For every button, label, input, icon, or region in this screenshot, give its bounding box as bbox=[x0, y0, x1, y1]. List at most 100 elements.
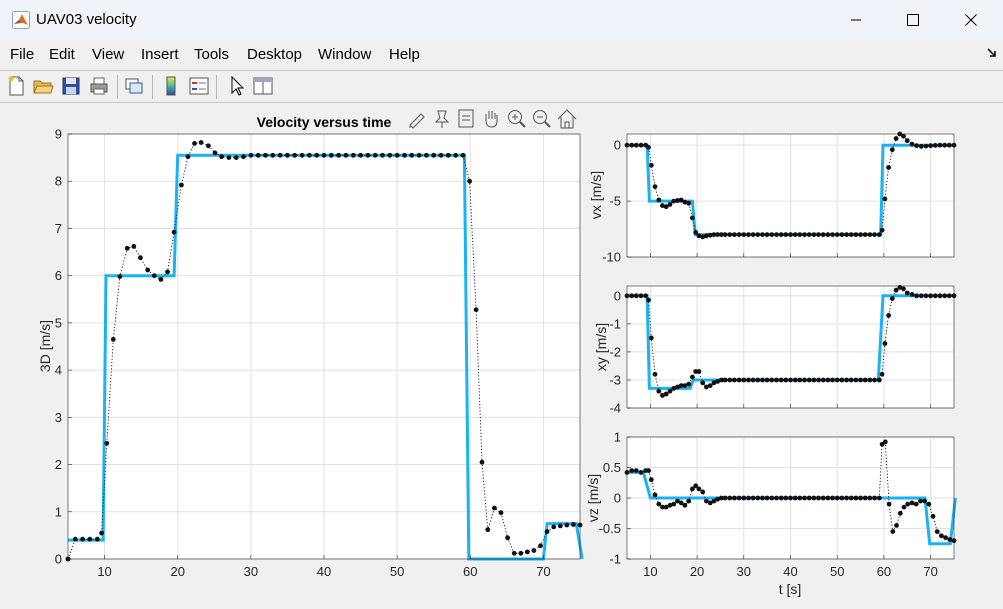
link-plot-icon[interactable] bbox=[123, 75, 145, 97]
menu-tools[interactable]: Tools bbox=[194, 46, 230, 63]
measured-point bbox=[844, 377, 849, 383]
brush-icon[interactable] bbox=[409, 113, 425, 129]
measured-point bbox=[544, 529, 550, 534]
measured-point bbox=[825, 495, 831, 501]
measured-point bbox=[648, 477, 654, 483]
measured-point bbox=[380, 152, 385, 158]
measured-point bbox=[638, 293, 644, 299]
y-tick-label: 1 bbox=[55, 504, 62, 519]
xy-axes[interactable]: 0 -1 -2 -3 -4 xy [m/s] bbox=[593, 285, 957, 416]
measured-point bbox=[638, 470, 644, 475]
measured-point bbox=[788, 495, 793, 501]
legend-icon[interactable] bbox=[188, 75, 210, 97]
measured-point bbox=[802, 232, 807, 238]
menu-view[interactable]: View bbox=[92, 46, 125, 63]
measured-point bbox=[820, 232, 826, 238]
measured-point bbox=[538, 543, 543, 549]
measured-point bbox=[760, 495, 765, 501]
dock-arrow-icon[interactable] bbox=[987, 48, 997, 58]
zoom-in-icon[interactable] bbox=[508, 110, 526, 128]
figure-canvas[interactable]: 10 20 30 40 50 60 70 0 1 2 3 4 5 6 7 8 9 Velocity versus… bbox=[0, 103, 1003, 604]
menu-insert[interactable]: Insert bbox=[141, 46, 179, 63]
menu-desktop[interactable]: Desktop bbox=[247, 46, 303, 63]
measured-point bbox=[867, 377, 873, 383]
measured-point bbox=[722, 377, 728, 383]
pointer-icon[interactable] bbox=[226, 75, 248, 97]
xy-axis-label: xy [m/s] bbox=[593, 323, 609, 371]
measured-point bbox=[652, 492, 658, 498]
measured-point bbox=[524, 549, 530, 555]
measured-point bbox=[764, 377, 770, 383]
measured-point bbox=[704, 384, 709, 390]
main-axes[interactable]: 10 20 30 40 50 60 70 0 1 2 3 4 5 6 7 8 9 Velocity versus… bbox=[37, 114, 584, 579]
measured-point bbox=[901, 504, 907, 510]
measured-point bbox=[727, 377, 733, 383]
y-tick-label: -5 bbox=[609, 194, 621, 209]
vx-axes[interactable]: 0 -5 -10 vx [m/s] bbox=[588, 131, 957, 265]
measured-point bbox=[853, 495, 859, 501]
new-figure-icon[interactable] bbox=[5, 75, 27, 97]
open-file-icon[interactable] bbox=[32, 75, 54, 97]
restore-view-icon[interactable] bbox=[458, 109, 474, 128]
measured-point bbox=[372, 152, 378, 158]
measured-point bbox=[858, 232, 863, 238]
reference-velocity-line bbox=[627, 294, 954, 390]
measured-point bbox=[802, 377, 807, 383]
close-button[interactable] bbox=[942, 0, 1000, 40]
y-tick-label: 0 bbox=[55, 552, 62, 567]
x-tick-label: 30 bbox=[244, 564, 258, 579]
measured-point bbox=[932, 143, 938, 148]
property-inspector-icon[interactable] bbox=[252, 75, 274, 97]
measured-point bbox=[206, 143, 211, 149]
menu-file[interactable]: File bbox=[10, 46, 35, 63]
menu-edit[interactable]: Edit bbox=[49, 46, 75, 63]
measured-point bbox=[686, 498, 692, 504]
measured-point bbox=[732, 377, 737, 383]
measured-point bbox=[696, 369, 702, 374]
x-tick-label: 10 bbox=[97, 564, 111, 579]
save-icon[interactable] bbox=[60, 75, 82, 97]
print-icon[interactable] bbox=[88, 75, 110, 97]
measured-point bbox=[722, 495, 728, 501]
measured-point bbox=[792, 377, 798, 383]
measured-point bbox=[764, 232, 770, 238]
measured-point bbox=[732, 232, 737, 238]
measured-point bbox=[719, 377, 724, 383]
measured-point bbox=[648, 335, 654, 341]
y-tick-label: -0.5 bbox=[599, 521, 621, 536]
measured-point bbox=[769, 495, 775, 501]
menu-window[interactable]: Window bbox=[318, 46, 372, 63]
measured-point bbox=[557, 523, 563, 529]
menu-help[interactable]: Help bbox=[389, 46, 420, 63]
measured-point bbox=[806, 495, 812, 501]
vz-axes[interactable]: 10 20 30 40 50 60 70 1 0.5 0 -0.5 -1 vz [m/s] t [s] bbox=[585, 430, 957, 598]
measured-point bbox=[690, 215, 695, 221]
measured-point bbox=[321, 152, 327, 158]
measured-point bbox=[830, 232, 835, 238]
y-tick-label: 8 bbox=[55, 174, 62, 189]
measured-point bbox=[675, 384, 680, 390]
data-tips-icon[interactable] bbox=[434, 110, 450, 128]
measured-point bbox=[473, 307, 479, 313]
measured-point bbox=[876, 495, 882, 501]
measured-point bbox=[643, 293, 649, 299]
measured-point bbox=[894, 523, 899, 528]
minimize-button[interactable] bbox=[827, 0, 885, 40]
measured-velocity-line bbox=[67, 142, 581, 560]
measured-point bbox=[165, 269, 170, 275]
y-tick-label: 2 bbox=[55, 457, 62, 472]
zoom-out-icon[interactable] bbox=[533, 110, 551, 128]
measured-point bbox=[551, 524, 557, 530]
colorbar-icon[interactable] bbox=[160, 75, 182, 97]
measured-point bbox=[848, 377, 854, 383]
measured-point bbox=[788, 377, 793, 383]
reference-velocity-line bbox=[627, 143, 954, 237]
pan-icon[interactable] bbox=[485, 111, 498, 128]
measured-point bbox=[774, 495, 779, 501]
measured-point bbox=[923, 143, 929, 149]
vz-axis-label: vz [m/s] bbox=[585, 474, 601, 522]
maximize-button[interactable] bbox=[884, 0, 942, 40]
measured-point bbox=[719, 495, 724, 501]
home-icon[interactable] bbox=[557, 109, 577, 129]
